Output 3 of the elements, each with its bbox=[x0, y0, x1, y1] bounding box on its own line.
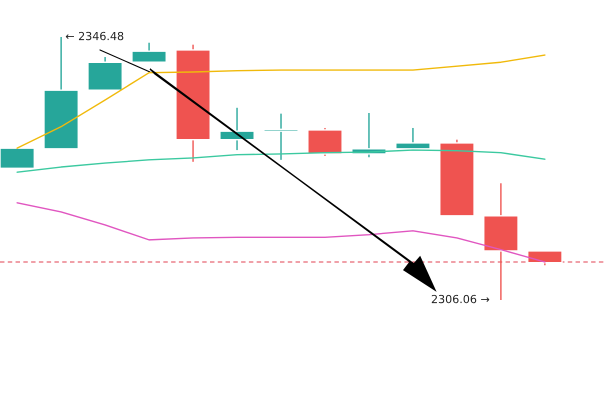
candlestick bbox=[263, 112, 299, 161]
annotation: 2306.06 → bbox=[432, 294, 490, 304]
annotation: ← 2346.48 bbox=[66, 32, 124, 40]
